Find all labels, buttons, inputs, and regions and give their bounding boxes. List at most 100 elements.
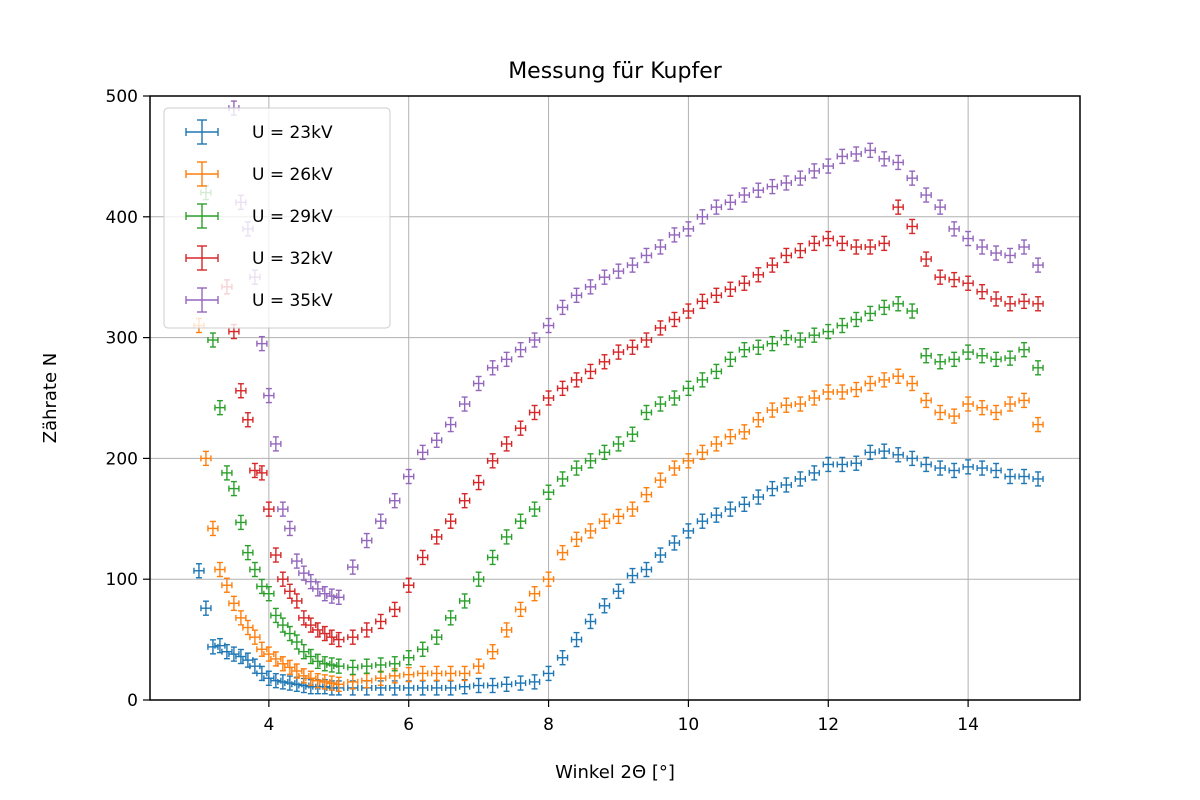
data-point [263, 501, 275, 517]
data-point [326, 675, 338, 691]
data-point [214, 561, 226, 578]
data-point [584, 279, 597, 295]
data-point [682, 303, 695, 319]
y-tick-label: 300 [106, 329, 138, 349]
data-point [270, 672, 282, 689]
data-point [389, 492, 401, 509]
legend: U = 23kV U = 26kV U = 29kV U = 32kV U = 35kV [163, 107, 391, 329]
data-point [556, 471, 569, 487]
data-point [1018, 468, 1030, 485]
data-point [500, 529, 513, 545]
data-point [780, 247, 793, 264]
data-point [284, 520, 296, 537]
data-point [850, 455, 862, 471]
data-point [654, 239, 667, 255]
data-point [403, 577, 415, 593]
data-point [326, 629, 338, 645]
data-point [228, 480, 240, 497]
data-point [794, 242, 807, 259]
data-point [682, 523, 695, 539]
data-point [458, 396, 471, 412]
legend-item: U = 26kV [185, 161, 333, 187]
data-point [444, 416, 457, 433]
data-point [403, 650, 415, 666]
data-point [291, 593, 303, 609]
data-point [808, 390, 820, 406]
data-point [724, 351, 737, 368]
data-point [892, 296, 904, 312]
data-point [298, 668, 310, 684]
data-point [780, 397, 793, 413]
y-tick-label: 400 [106, 208, 138, 228]
data-point [850, 146, 862, 162]
data-point [612, 436, 625, 452]
data-point [417, 549, 429, 566]
data-point [878, 151, 890, 167]
data-point [766, 402, 779, 418]
data-point [375, 513, 387, 529]
data-point [333, 658, 345, 674]
data-point [682, 221, 695, 237]
data-point [990, 291, 1002, 307]
data-point [472, 658, 485, 674]
data-point [1032, 416, 1044, 433]
data-point [626, 339, 639, 355]
data-point [668, 311, 681, 328]
data-point [892, 447, 904, 463]
data-point [1004, 350, 1016, 366]
data-point [766, 178, 779, 195]
data-point [710, 507, 723, 523]
data-point [242, 652, 254, 668]
data-point [458, 665, 471, 682]
data-point [221, 465, 233, 481]
data-point [256, 335, 268, 352]
data-point [822, 230, 834, 247]
data-point [766, 257, 779, 273]
data-point [284, 583, 296, 599]
data-point [864, 305, 876, 322]
data-point [570, 460, 583, 476]
data-point [472, 571, 485, 587]
data-point [403, 680, 415, 696]
data-point [836, 384, 848, 400]
data-point [277, 571, 289, 587]
data-point [626, 426, 639, 442]
data-point [794, 332, 807, 348]
data-point [836, 148, 848, 165]
data-point [263, 585, 275, 602]
data-point [235, 383, 247, 399]
data-point [696, 444, 709, 461]
data-point [556, 380, 569, 397]
data-point [920, 251, 932, 267]
data-point [934, 354, 946, 370]
data-point [948, 271, 960, 288]
data-point [948, 462, 960, 479]
data-point [878, 372, 890, 388]
data-point [528, 501, 541, 517]
data-point [934, 404, 946, 421]
data-point [361, 622, 373, 638]
data-point [361, 532, 373, 549]
data-point [458, 492, 471, 509]
data-point [808, 465, 820, 481]
data-point [263, 387, 275, 404]
data-point [990, 404, 1002, 421]
data-point [514, 420, 527, 436]
data-point [305, 573, 317, 590]
legend-marker [185, 119, 219, 145]
data-point [696, 293, 709, 310]
data-point [808, 235, 820, 252]
data-point [528, 332, 541, 348]
data-point [500, 676, 513, 692]
data-point [948, 408, 960, 424]
data-point [312, 672, 324, 689]
data-point [598, 269, 611, 285]
data-point [738, 496, 751, 513]
data-point [724, 194, 737, 211]
data-point [570, 287, 583, 304]
data-point [878, 443, 890, 459]
data-point [724, 428, 737, 445]
data-point [347, 659, 359, 676]
series-3 [200, 184, 1044, 676]
x-tick-label: 12 [817, 715, 839, 735]
